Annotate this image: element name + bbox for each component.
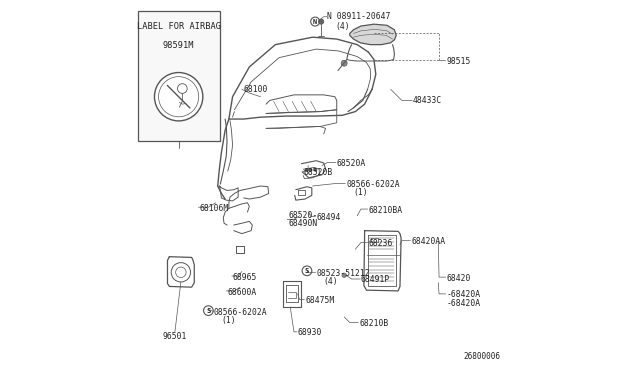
Circle shape — [305, 169, 308, 172]
Text: 08566-6202A: 08566-6202A — [214, 308, 268, 317]
Text: (1): (1) — [221, 316, 236, 325]
Text: 68520-: 68520- — [289, 211, 317, 220]
Text: 68491P: 68491P — [361, 275, 390, 284]
Polygon shape — [349, 24, 396, 45]
Text: -68420A: -68420A — [447, 299, 481, 308]
Text: 98515: 98515 — [447, 57, 471, 66]
Circle shape — [319, 19, 324, 24]
Text: (1): (1) — [353, 188, 368, 197]
Text: 68965: 68965 — [232, 273, 257, 282]
Text: S: S — [206, 308, 211, 314]
Text: 68420: 68420 — [447, 274, 471, 283]
Text: 68210BA: 68210BA — [369, 206, 403, 215]
Text: 68490N: 68490N — [289, 219, 317, 228]
Text: (4): (4) — [335, 22, 349, 31]
Text: 68100: 68100 — [244, 85, 268, 94]
Circle shape — [309, 169, 312, 171]
Text: 08523-51212: 08523-51212 — [316, 269, 370, 278]
Text: 68210B: 68210B — [359, 319, 388, 328]
Text: 68420AA: 68420AA — [411, 237, 445, 246]
Text: 68930: 68930 — [298, 328, 322, 337]
Text: 68520A: 68520A — [337, 159, 366, 168]
Circle shape — [154, 73, 203, 121]
Circle shape — [341, 60, 347, 66]
Text: 08566-6202A: 08566-6202A — [346, 180, 399, 189]
Text: 98591M: 98591M — [163, 41, 195, 50]
Bar — [138, 11, 220, 141]
Circle shape — [314, 169, 317, 171]
Text: N 08911-20647: N 08911-20647 — [328, 12, 391, 21]
Text: 68475M: 68475M — [305, 296, 334, 305]
Text: 96501: 96501 — [163, 332, 187, 341]
Text: 68236: 68236 — [369, 239, 393, 248]
Text: 26800006: 26800006 — [463, 352, 500, 361]
Text: 68494: 68494 — [316, 213, 340, 222]
Circle shape — [342, 273, 346, 278]
Text: 68520B: 68520B — [303, 169, 333, 177]
Text: LABEL FOR AIRBAG: LABEL FOR AIRBAG — [137, 22, 221, 31]
Text: -68420A: -68420A — [447, 291, 481, 299]
Text: S: S — [305, 268, 309, 274]
Text: 48433C: 48433C — [413, 96, 442, 105]
Text: 68106M: 68106M — [199, 204, 228, 213]
Text: N: N — [313, 19, 317, 25]
Text: 68600A: 68600A — [227, 288, 256, 296]
Text: (4): (4) — [324, 277, 339, 286]
